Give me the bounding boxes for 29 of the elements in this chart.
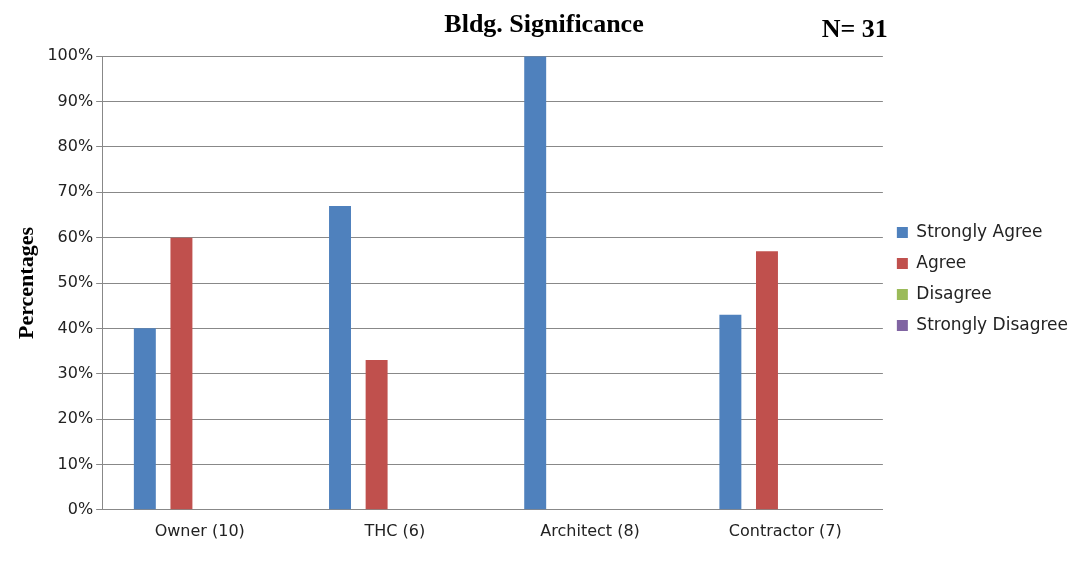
y-tick-label: 40% (57, 317, 94, 337)
y-tick-label: 30% (57, 362, 94, 382)
y-tick-label: 20% (57, 408, 94, 428)
legend-label: Strongly Disagree (916, 313, 1068, 334)
x-tick-label: THC (6) (363, 520, 426, 540)
bar (329, 205, 351, 510)
y-tick-label: 70% (57, 181, 94, 201)
y-tick-label: 80% (57, 136, 94, 156)
bar (133, 328, 156, 510)
text: N= 31 (821, 14, 888, 44)
bar (170, 237, 193, 510)
chart-title: Bldg. Significance (444, 9, 644, 39)
bar (755, 251, 778, 510)
y-axis-title: Percentages (12, 226, 38, 339)
y-tick-label: 100% (47, 45, 94, 65)
legend-label: Strongly Agree (916, 220, 1043, 241)
bar (719, 314, 742, 510)
x-tick-label: Architect (8) (540, 520, 640, 540)
x-tick-label: Contractor (7) (728, 520, 842, 540)
x-tick-label: Owner (10) (154, 520, 245, 540)
y-tick-label: 10% (57, 453, 94, 473)
legend-label: Agree (916, 251, 967, 272)
legend-label: Disagree (916, 282, 992, 303)
y-tick-label: 60% (57, 226, 94, 246)
y-tick-label: 90% (57, 90, 94, 110)
bar (365, 360, 388, 510)
y-tick-label: 0% (67, 498, 94, 518)
y-tick-label: 50% (57, 272, 94, 292)
bar (524, 56, 547, 510)
